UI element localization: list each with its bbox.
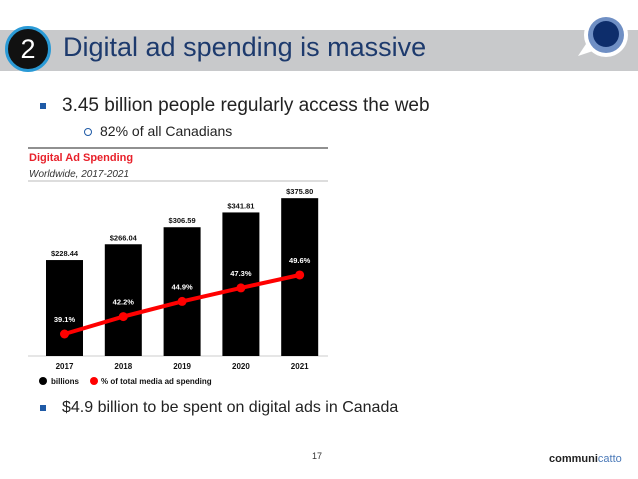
percent-point-2017 <box>60 329 69 339</box>
bar-2018 <box>104 244 142 356</box>
legend-swatch-percent <box>90 377 98 385</box>
page-number: 17 <box>312 451 323 461</box>
percent-point-2021 <box>295 270 305 280</box>
percent-point-2018 <box>118 312 128 322</box>
sub-bullet-text: 82% of all Canadians <box>100 123 233 139</box>
slide-number-badge: 2 <box>5 26 51 72</box>
x-tick-2017: 2017 <box>56 362 74 371</box>
legend-swatch-billions <box>39 377 47 385</box>
bullet-text: 3.45 billion people regularly access the… <box>62 95 430 116</box>
bullet-marker <box>40 103 46 109</box>
bar-2019 <box>163 227 201 356</box>
bar-label-2021: $375.80 <box>286 187 313 196</box>
bar-label-2017: $228.44 <box>51 249 79 258</box>
bar-label-2019: $306.59 <box>169 216 196 225</box>
x-tick-2018: 2018 <box>114 362 132 371</box>
slide-title: Digital ad spending is massive <box>63 32 427 62</box>
sub-bullet-marker <box>84 128 92 136</box>
x-tick-2019: 2019 <box>173 362 191 371</box>
x-tick-2021: 2021 <box>291 362 309 371</box>
percent-point-2019 <box>177 296 187 306</box>
chart-subtitle: Worldwide, 2017-2021 <box>29 169 129 180</box>
percent-label-2019: 44.9% <box>171 282 193 291</box>
chart-title: Digital Ad Spending <box>29 152 133 164</box>
percent-point-2020 <box>236 283 246 293</box>
legend-label-percent: % of total media ad spending <box>101 377 212 386</box>
legend-label-billions: billions <box>51 377 80 386</box>
x-tick-2020: 2020 <box>232 362 250 371</box>
bar-label-2020: $341.81 <box>227 201 254 210</box>
bullet-marker <box>40 405 46 411</box>
percent-label-2020: 47.3% <box>230 269 252 278</box>
percent-label-2018: 42.2% <box>113 298 135 307</box>
percent-label-2017: 39.1% <box>54 315 76 324</box>
communicatto-logo: communicatto <box>549 453 622 465</box>
bullet-text: $4.9 billion to be spent on digital ads … <box>62 399 399 416</box>
bar-2017 <box>46 260 83 356</box>
bar-label-2018: $266.04 <box>110 233 138 242</box>
title-bar <box>0 30 638 71</box>
speech-bubble-icon <box>578 13 628 57</box>
percent-label-2021: 49.6% <box>289 256 311 265</box>
